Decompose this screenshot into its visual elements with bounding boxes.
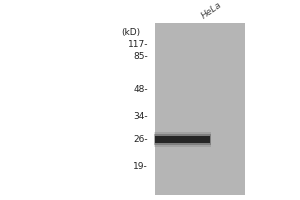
Bar [155,23,245,195]
Text: HeLa: HeLa [200,0,224,21]
Text: 26-: 26- [134,135,148,144]
Text: (kD): (kD) [121,28,140,37]
Text: 85-: 85- [133,52,148,61]
Bar [154,132,211,147]
Bar [154,134,211,145]
Text: 117-: 117- [128,40,148,49]
Text: 19-: 19- [133,162,148,171]
Text: 34-: 34- [134,112,148,121]
Bar [155,136,210,143]
Text: 48-: 48- [134,85,148,94]
